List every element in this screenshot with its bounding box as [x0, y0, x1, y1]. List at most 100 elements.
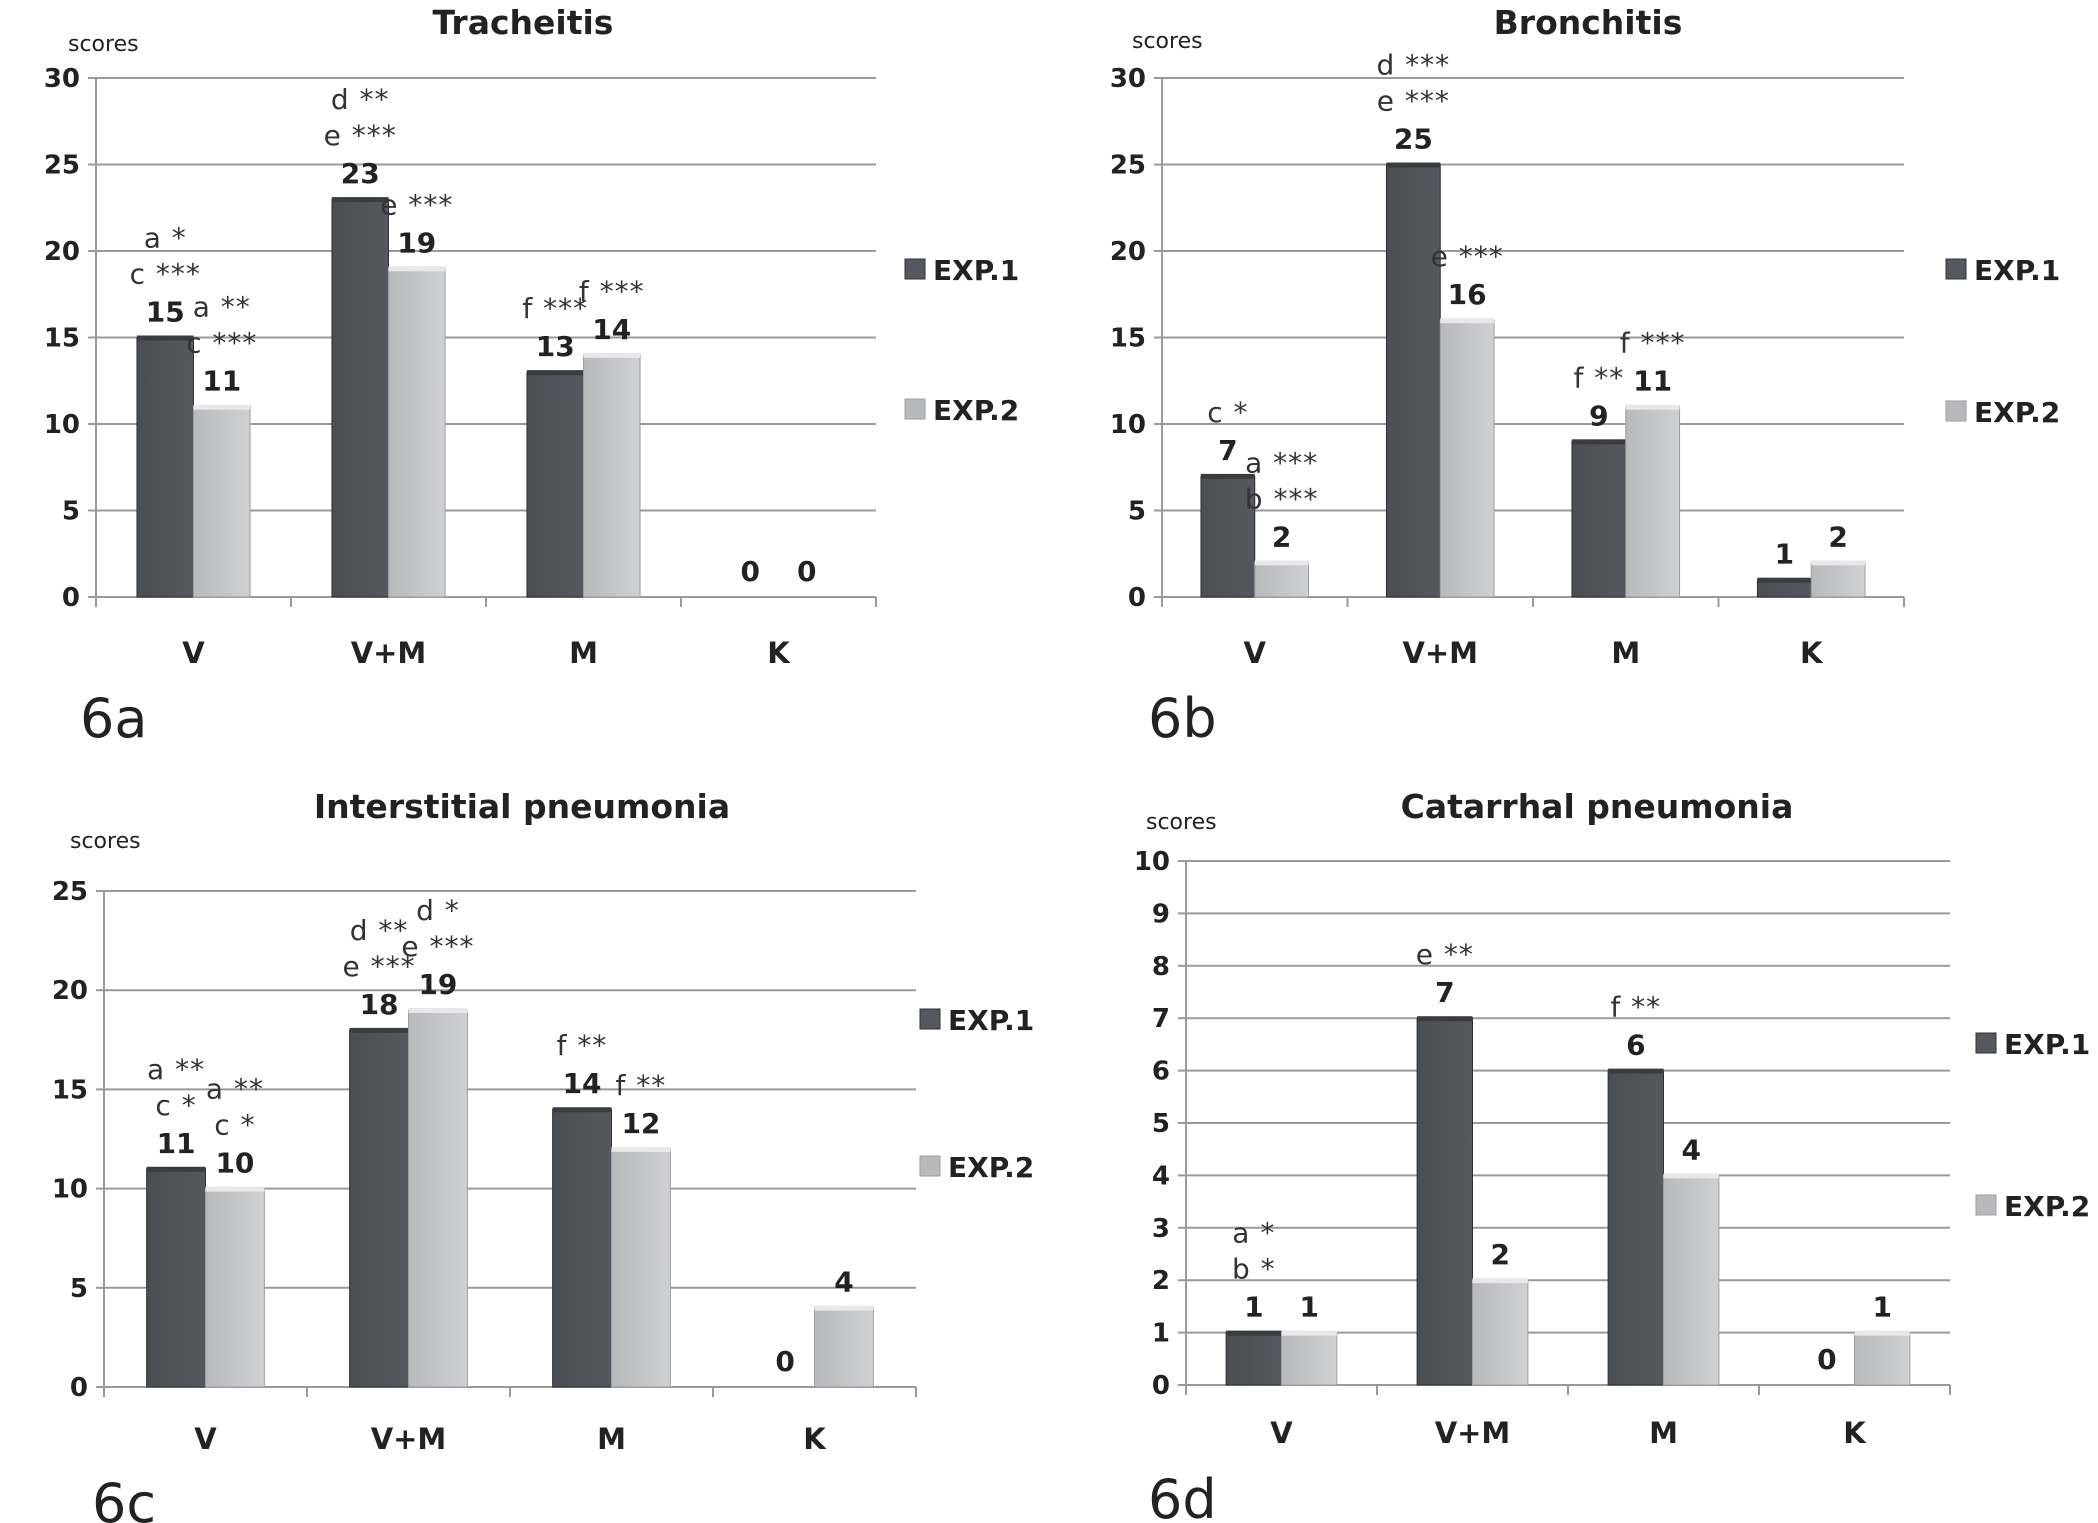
bar-top [205, 1186, 265, 1192]
significance-annotation: e ** [1416, 938, 1474, 971]
y-axis-label: scores [1132, 29, 1203, 54]
bar-top [552, 1107, 612, 1113]
significance-annotation: b *** [1245, 482, 1319, 515]
bar-top [526, 370, 584, 376]
panel-label: 6d [1148, 1468, 1217, 1523]
data-label: 10 [215, 1147, 254, 1180]
bar-top [1608, 1068, 1664, 1074]
bar-top [388, 266, 446, 272]
x-tick-label: V [1244, 636, 1267, 670]
significance-annotation: e *** [324, 119, 397, 152]
bar-exp1-vplusm [349, 1029, 410, 1388]
significance-annotation: a * [1232, 1217, 1275, 1250]
chart-6a: Tracheitis scores 0 5 10 15 20 25 30 V 15 11 V+M 23 19… [44, 3, 1019, 750]
y-tick-label: 0 [1152, 1371, 1170, 1401]
bar-exp1-m [1571, 440, 1627, 598]
legend-label: EXP.1 [948, 1004, 1034, 1037]
y-tick-label: 15 [52, 1075, 88, 1105]
y-tick-label: 9 [1152, 899, 1170, 929]
data-label: 0 [775, 1345, 794, 1378]
y-tick-label: 0 [62, 583, 80, 613]
bar-exp2-m [583, 354, 641, 598]
data-label: 0 [740, 555, 759, 588]
bar-top [814, 1305, 874, 1311]
bar-exp1-vplusm [331, 198, 390, 598]
bar-top [1854, 1330, 1910, 1336]
significance-annotation: e *** [1431, 240, 1504, 273]
bar-exp2-k [1854, 1332, 1911, 1386]
data-label: 2 [1272, 520, 1291, 553]
legend-swatch-exp2 [1975, 1194, 1997, 1216]
x-tick-label: V [1270, 1416, 1293, 1450]
significance-annotation: d ** [350, 914, 409, 947]
bar-top [349, 1027, 409, 1033]
data-label: 13 [536, 330, 575, 363]
y-tick-label: 5 [62, 497, 80, 527]
bar-exp2-vplusm [1439, 319, 1495, 598]
y-tick-label: 25 [52, 877, 88, 907]
bar-top [1571, 439, 1626, 445]
bar-top [611, 1146, 671, 1152]
x-tick-label: V+M [1402, 636, 1478, 670]
y-tick-label: 20 [52, 976, 88, 1006]
y-tick-label: 0 [1128, 583, 1146, 613]
significance-annotation: c * [214, 1109, 255, 1142]
y-tick-label: 10 [52, 1175, 88, 1205]
y-tick-label: 10 [1110, 410, 1146, 440]
significance-annotation: f ** [1610, 991, 1661, 1024]
data-label: 7 [1218, 434, 1237, 467]
bar-top [1226, 1330, 1282, 1336]
bar-top [1281, 1330, 1337, 1336]
data-label: 1 [1872, 1291, 1891, 1324]
y-tick-label: 5 [1128, 497, 1146, 527]
y-axis-label: scores [1146, 810, 1217, 835]
y-tick-label: 10 [1134, 847, 1170, 877]
significance-annotation: a *** [1245, 446, 1318, 479]
bar-exp2-vplusm [408, 1009, 468, 1388]
data-label: 23 [341, 157, 380, 190]
bar-exp2-k [814, 1307, 874, 1388]
significance-annotation: e *** [1377, 85, 1450, 118]
data-label: 0 [1817, 1343, 1836, 1376]
bar-top [1417, 1016, 1473, 1022]
significance-annotation: c * [1207, 396, 1248, 429]
bar-exp2-m [1663, 1174, 1720, 1386]
chart-6b: Bronchitis scores 0 5 10 15 20 25 30 V 7 2 V+M 25 16 M 9… [1110, 3, 2060, 750]
y-tick-label: 30 [44, 64, 80, 94]
bar-top [1757, 577, 1812, 583]
x-tick-label: V [194, 1422, 217, 1456]
chart-title: Interstitial pneumonia [314, 787, 730, 826]
x-tick-label: M [569, 636, 598, 670]
bar-top [331, 197, 389, 203]
significance-annotation: a ** [193, 291, 251, 324]
significance-annotation: c *** [130, 258, 201, 291]
y-axis-label: scores [68, 32, 139, 57]
significance-annotation: f *** [1620, 327, 1686, 360]
bar-exp2-vplusm [1472, 1279, 1529, 1386]
bar-exp1-vplusm [1416, 1017, 1473, 1386]
x-tick-label: K [803, 1422, 827, 1456]
bar-top [1386, 162, 1441, 168]
bar-exp2-m [1625, 406, 1681, 598]
x-tick-label: V+M [371, 1422, 447, 1456]
legend-swatch-exp1 [1945, 258, 1967, 280]
panel-label: 6a [80, 687, 147, 750]
y-tick-label: 7 [1152, 1004, 1170, 1034]
data-label: 16 [1448, 278, 1487, 311]
bar-exp2-m [611, 1148, 671, 1388]
bar-exp1-m [1607, 1070, 1664, 1386]
significance-annotation: c * [155, 1089, 196, 1122]
bar-exp1-m [526, 371, 585, 598]
bar-exp2-vplusm [388, 267, 446, 598]
data-label: 4 [834, 1266, 853, 1299]
legend-label: EXP.1 [1974, 254, 2060, 287]
bar-exp1-v [1225, 1332, 1282, 1386]
legend-label: EXP.2 [948, 1151, 1034, 1184]
data-label: 6 [1626, 1029, 1645, 1062]
bar-exp2-k [1810, 561, 1866, 598]
significance-annotation: c *** [186, 327, 257, 360]
chart-title: Catarrhal pneumonia [1401, 787, 1794, 826]
legend-swatch-exp1 [919, 1008, 941, 1030]
legend-swatch-exp2 [904, 398, 926, 420]
